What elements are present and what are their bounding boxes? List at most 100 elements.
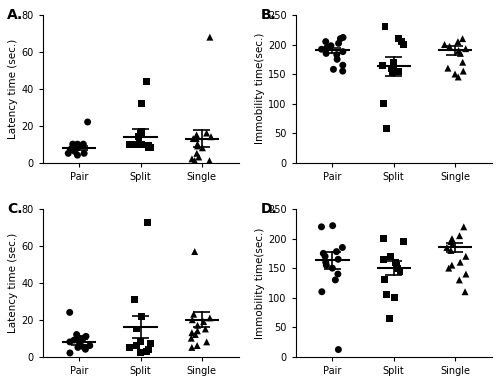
Point — [202, 326, 209, 332]
Point — [447, 238, 455, 245]
Point — [448, 242, 456, 248]
Point — [188, 156, 196, 162]
Point — [447, 247, 455, 253]
Point — [379, 62, 387, 68]
Point — [80, 344, 88, 351]
Point — [454, 74, 462, 80]
Point — [390, 295, 398, 301]
Point — [136, 130, 144, 136]
Point — [390, 59, 398, 65]
Text: A.: A. — [7, 8, 24, 22]
Point — [71, 149, 79, 155]
Point — [446, 43, 454, 50]
Point — [380, 277, 388, 283]
Point — [392, 262, 400, 268]
Point — [332, 248, 340, 255]
Point — [334, 256, 342, 262]
Point — [73, 145, 81, 151]
Point — [86, 343, 94, 349]
Point — [194, 143, 202, 149]
Point — [68, 147, 76, 153]
Point — [135, 139, 143, 146]
Point — [66, 350, 74, 356]
Point — [382, 126, 390, 132]
Y-axis label: Latency time (sec.): Latency time (sec.) — [8, 39, 18, 139]
Point — [198, 145, 206, 151]
Point — [147, 145, 155, 151]
Point — [206, 315, 214, 321]
Point — [454, 38, 462, 45]
Point — [394, 68, 402, 74]
Point — [144, 143, 152, 149]
Point — [202, 130, 210, 136]
Point — [188, 344, 196, 351]
Point — [76, 335, 84, 341]
Point — [330, 66, 338, 73]
Point — [318, 224, 326, 230]
Point — [318, 46, 326, 52]
Point — [460, 68, 468, 74]
Point — [70, 337, 78, 343]
Point — [440, 41, 448, 48]
Point — [322, 262, 330, 268]
Point — [462, 46, 469, 52]
Point — [398, 38, 406, 45]
Point — [448, 235, 456, 242]
Point — [137, 350, 145, 356]
Point — [388, 65, 396, 71]
Text: B.: B. — [260, 8, 276, 22]
Point — [444, 265, 452, 271]
Y-axis label: Immobility time(sec.): Immobility time(sec.) — [255, 33, 265, 144]
Point — [443, 244, 451, 250]
Point — [336, 36, 344, 42]
Point — [192, 331, 200, 338]
Point — [146, 341, 154, 347]
Point — [323, 45, 331, 51]
Point — [200, 319, 207, 325]
Text: C.: C. — [7, 202, 22, 216]
Point — [392, 259, 400, 265]
Point — [334, 271, 342, 277]
Point — [82, 346, 90, 353]
Point — [66, 147, 74, 153]
Point — [332, 277, 340, 283]
Point — [338, 244, 346, 250]
Point — [194, 154, 202, 160]
Point — [192, 136, 200, 142]
Point — [76, 341, 84, 347]
Point — [130, 141, 138, 147]
Point — [137, 339, 145, 345]
Point — [137, 132, 145, 138]
Point — [458, 36, 466, 42]
Point — [189, 136, 197, 142]
Point — [458, 59, 466, 65]
Point — [320, 250, 328, 257]
Point — [327, 43, 335, 49]
Point — [74, 344, 82, 351]
Point — [456, 277, 464, 283]
Point — [454, 47, 462, 53]
Point — [144, 219, 152, 225]
Point — [400, 41, 407, 48]
Point — [318, 289, 326, 295]
Point — [381, 24, 389, 30]
Point — [393, 265, 401, 271]
Point — [80, 141, 88, 147]
Point — [145, 145, 153, 151]
Point — [69, 141, 77, 147]
Point — [137, 141, 145, 147]
Point — [400, 238, 407, 245]
Point — [187, 335, 195, 341]
Point — [333, 56, 341, 62]
Point — [194, 328, 202, 334]
Point — [389, 70, 397, 76]
Point — [380, 235, 388, 242]
Point — [126, 344, 134, 351]
Point — [334, 40, 342, 46]
Point — [72, 331, 80, 338]
Point — [206, 158, 214, 164]
Text: D.: D. — [260, 202, 277, 216]
Point — [190, 248, 198, 255]
Y-axis label: Immobility time(sec.): Immobility time(sec.) — [255, 227, 265, 339]
Point — [138, 101, 145, 107]
